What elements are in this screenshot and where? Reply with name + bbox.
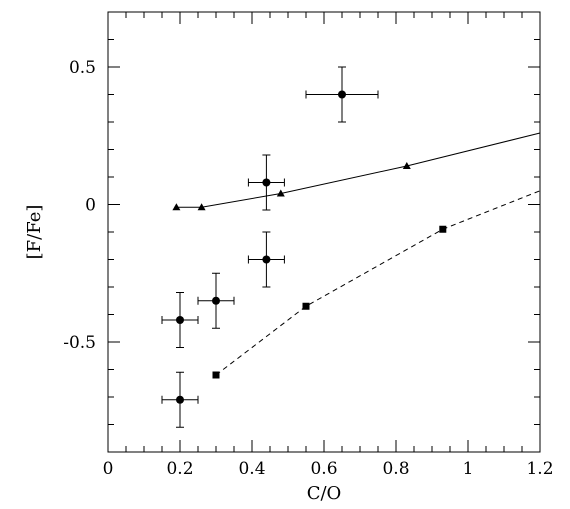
x-tick-labels: 0 0.2 0.4 0.6 0.8 1 1.2	[103, 459, 554, 479]
y-tick-labels: 0.5 0 -0.5	[63, 58, 96, 353]
data-point-circle	[176, 316, 184, 324]
x-tick-label: 0.2	[166, 459, 193, 479]
data-point-circle	[338, 90, 346, 99]
triangle-marker	[172, 203, 181, 211]
dashed-model-line	[215, 190, 541, 376]
solid-model-line	[176, 132, 541, 208]
x-tick-label: 1	[463, 459, 474, 479]
model-lines	[176, 132, 541, 376]
y-tick-label: 0.5	[69, 58, 96, 78]
triangle-marker	[276, 189, 285, 197]
data-point-circle	[176, 395, 184, 404]
square-marker	[212, 371, 220, 379]
y-axis-label: [F/Fe]	[24, 205, 45, 260]
square-marker	[302, 302, 310, 310]
data-markers	[172, 90, 447, 404]
square-marker	[439, 225, 447, 233]
axis-ticks	[107, 11, 541, 453]
x-tick-label: 1.2	[526, 459, 553, 479]
x-tick-label: 0.4	[238, 459, 265, 479]
x-tick-label: 0	[103, 459, 114, 479]
y-tick-label: -0.5	[63, 333, 96, 353]
data-point-circle	[262, 178, 271, 187]
x-tick-label: 0.8	[382, 459, 409, 479]
x-axis-label: C/O	[307, 483, 342, 504]
data-point-circle	[262, 255, 271, 264]
y-tick-label: 0	[85, 196, 96, 216]
data-point-circle	[212, 296, 220, 305]
triangle-marker	[402, 162, 411, 169]
plot-frame	[107, 11, 541, 453]
x-tick-label: 0.6	[310, 459, 337, 479]
error-bars	[161, 66, 379, 428]
triangle-marker	[197, 203, 206, 211]
